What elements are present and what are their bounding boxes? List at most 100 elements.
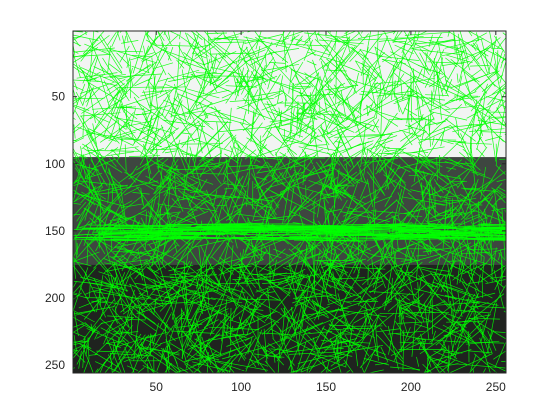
overlay-segment	[482, 164, 502, 193]
overlay-segment	[333, 190, 336, 208]
overlay-segment	[75, 180, 96, 193]
overlay-segment	[245, 238, 287, 256]
overlay-segment	[238, 46, 276, 80]
overlay-segment	[263, 328, 268, 365]
overlay-segment	[144, 118, 162, 144]
overlay-segment	[327, 362, 346, 372]
overlay-segment	[429, 58, 449, 97]
overlay-segment	[268, 285, 307, 292]
overlay-segment	[205, 80, 230, 96]
overlay-segment	[369, 176, 386, 196]
overlay-segment	[447, 159, 463, 173]
overlay-segment	[103, 322, 113, 345]
overlay-segment	[73, 81, 78, 91]
overlay-segment	[334, 339, 340, 361]
overlay-segment	[376, 90, 414, 97]
overlay-segment	[230, 321, 273, 344]
overlay-segment	[433, 69, 443, 78]
overlay-segment	[192, 32, 205, 66]
overlay-segment	[73, 68, 74, 71]
overlay-segment	[340, 306, 382, 317]
overlay-segment	[475, 237, 506, 239]
overlay-segment	[273, 354, 276, 363]
overlay-segment	[292, 184, 335, 198]
overlay-segment	[73, 122, 81, 131]
overlay-segment	[167, 46, 174, 61]
overlay-segment	[444, 186, 451, 203]
overlay-segment	[140, 342, 154, 372]
overlay-segment	[476, 325, 490, 342]
overlay-segment	[232, 343, 247, 360]
overlay-segment	[228, 172, 249, 221]
overlay-segment	[232, 75, 265, 79]
overlay-segment	[111, 255, 122, 258]
overlay-segment	[447, 31, 450, 37]
overlay-segment	[343, 190, 358, 205]
overlay-segment	[393, 235, 425, 238]
overlay-segment	[393, 188, 403, 222]
overlay-segment	[398, 185, 406, 213]
overlay-segment	[323, 170, 343, 201]
overlay-segment	[221, 298, 228, 342]
overlay-segment	[120, 104, 125, 114]
overlay-segment	[145, 154, 151, 182]
overlay-segment	[146, 36, 158, 55]
overlay-segment	[362, 33, 383, 60]
overlay-segment	[73, 256, 88, 276]
overlay-segment	[111, 353, 126, 373]
overlay-segment	[106, 78, 126, 91]
overlay-segment	[291, 123, 323, 143]
overlay-segment	[73, 36, 80, 47]
overlay-segment	[274, 92, 285, 98]
overlay-segment	[242, 98, 264, 118]
overlay-segment	[477, 266, 505, 289]
overlay-segment	[282, 38, 300, 83]
overlay-segment	[411, 319, 416, 357]
overlay-segment	[352, 243, 370, 259]
overlay-segment	[237, 64, 257, 103]
overlay-segment	[123, 349, 154, 363]
overlay-segment	[266, 161, 286, 186]
overlay-segment	[443, 191, 451, 198]
overlay-segment	[393, 253, 442, 268]
overlay-segment	[73, 79, 100, 82]
overlay-segment	[89, 98, 124, 120]
overlay-segment	[373, 354, 420, 371]
overlay-segment	[208, 326, 260, 330]
overlay-segment	[234, 74, 246, 101]
overlay-segment	[142, 284, 173, 295]
overlay-segment	[282, 134, 313, 147]
overlay-segment	[148, 83, 152, 109]
overlay-segment	[368, 298, 377, 325]
overlay-segment	[121, 254, 129, 261]
overlay-segment	[110, 146, 139, 151]
overlay-segment	[221, 341, 252, 373]
overlay-segment	[129, 262, 137, 269]
overlay-segment	[273, 171, 306, 183]
overlay-segment	[162, 233, 209, 235]
overlay-segment	[333, 335, 338, 353]
overlay-segment	[154, 44, 197, 47]
overlay-segment	[477, 321, 506, 340]
overlay-segment	[461, 45, 471, 71]
overlay-segment	[481, 279, 484, 298]
overlay-segment	[436, 363, 446, 373]
overlay-segment	[209, 38, 231, 55]
overlay-segment	[304, 252, 322, 259]
overlay-segment	[417, 281, 420, 311]
overlay-segment	[316, 116, 355, 133]
overlay-segment	[371, 210, 413, 215]
overlay-segment	[158, 182, 186, 194]
overlay-segment	[293, 191, 314, 215]
overlay-segment	[470, 354, 477, 371]
overlay-segment	[157, 69, 200, 82]
overlay-segment	[162, 123, 190, 154]
overlay-segment	[417, 31, 420, 41]
overlay-segment	[183, 261, 213, 288]
overlay-segment	[447, 197, 477, 205]
overlay-segment	[169, 272, 195, 276]
overlay-segment	[199, 163, 222, 176]
overlay-segment	[232, 71, 239, 97]
overlay-segment	[246, 137, 272, 153]
overlay-segment	[449, 96, 481, 102]
